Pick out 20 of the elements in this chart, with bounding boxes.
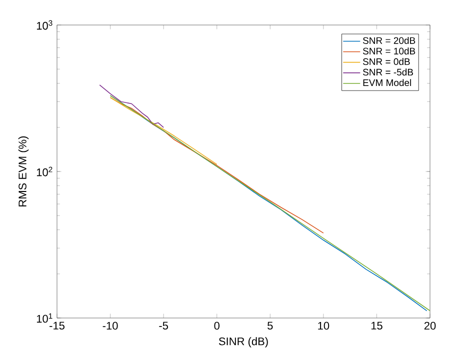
legend-label: SNR = 20dB: [362, 36, 416, 44]
y-tick-label: 10$^{2}$: [36, 166, 52, 176]
x-tick-label: 10: [318, 322, 330, 330]
x-tick-label: 20: [424, 322, 436, 330]
x-tick-label: -5: [159, 322, 168, 330]
legend-label: EVM Model: [363, 79, 411, 86]
x-tick-label: 0: [214, 322, 220, 330]
y-tick-label: 10$^{1}$: [36, 313, 52, 323]
x-tick-label: -10: [102, 322, 118, 330]
legend-label: SNR = -5dB: [362, 68, 413, 76]
legend-label: SNR = 10dB: [362, 47, 416, 54]
x-tick-label: -15: [50, 322, 64, 330]
legend-label: SNR = 0dB: [362, 58, 410, 65]
line-series: [99, 84, 164, 128]
x-axis-title: SINR (dB): [218, 337, 268, 348]
x-tick-label: 15: [371, 322, 382, 330]
x-tick-label: 5: [268, 322, 273, 330]
y-axis-title: RMS EVM (%): [18, 136, 29, 206]
y-tick-label: 10$^{3}$: [36, 20, 52, 30]
line-series: [110, 97, 218, 165]
